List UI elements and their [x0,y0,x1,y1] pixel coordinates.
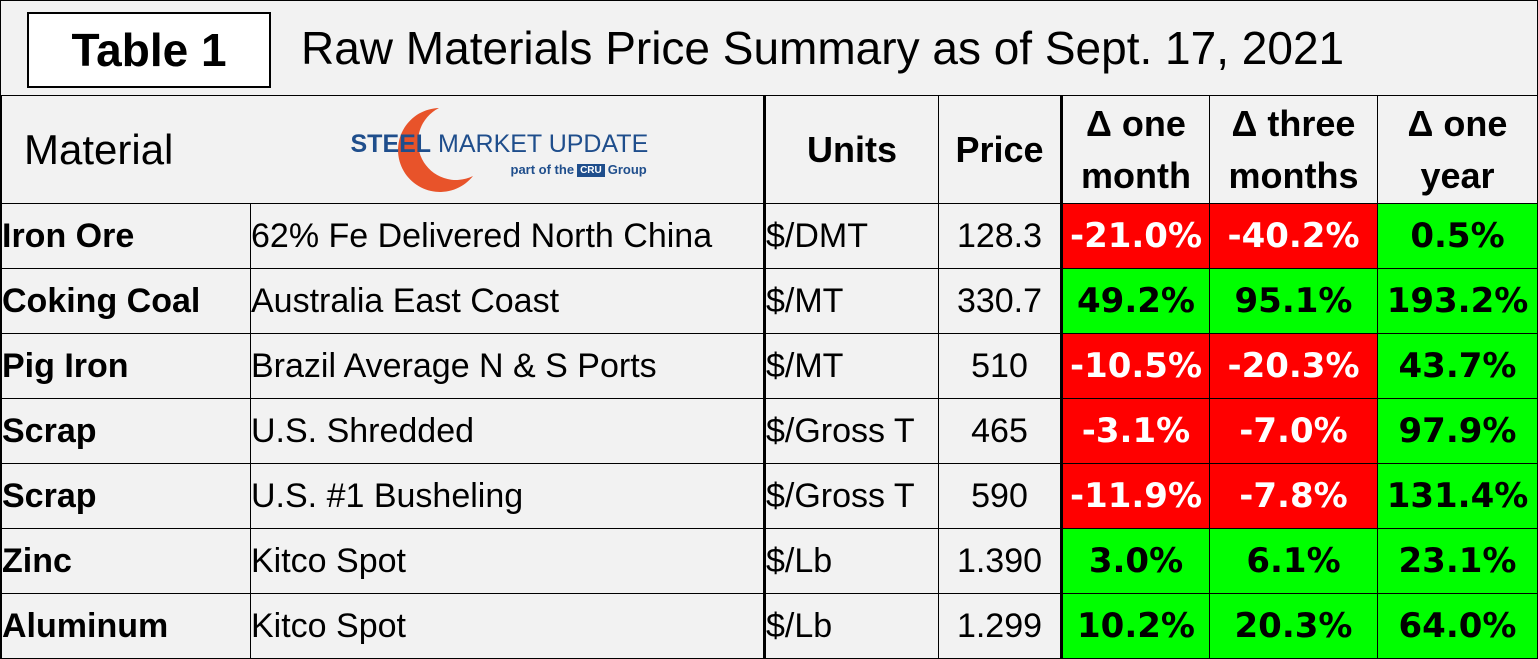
table-row: Iron Ore 62% Fe Delivered North China $/DM… [1,203,1538,269]
units-cell: $/Lb [764,528,939,594]
column-header-three-months-line1: Δ three [1231,102,1356,144]
change-one-year-cell: 43.7% [1377,333,1538,399]
material-cell: Scrap [1,463,251,529]
cru-mark: CRU [577,164,605,178]
column-header-one-year-line1: Δ one [1407,102,1508,144]
column-header-price: Price [938,95,1063,204]
description-cell: U.S. #1 Busheling [250,463,766,529]
price-cell: 330.7 [938,268,1063,334]
material-cell: Coking Coal [1,268,251,334]
price-cell: 1.299 [938,593,1063,659]
change-one-year-cell: 64.0% [1377,593,1538,659]
logo-tagline-pre: part of the [510,162,575,177]
column-header-one-month: Δ one month [1061,95,1210,204]
header-row: Material STEEL MARKET UPDATE part of the… [1,95,1538,204]
table-row: Scrap U.S. Shredded $/Gross T 465 -3.1% -7.0%… [1,398,1538,464]
material-cell: Iron Ore [1,203,251,269]
description-cell: Australia East Coast [250,268,766,334]
units-cell: $/Lb [764,593,939,659]
logo-cell: STEEL MARKET UPDATE part of the CRU Group [250,95,766,204]
change-three-months-cell: 20.3% [1209,593,1378,659]
description-cell: 62% Fe Delivered North China [250,203,766,269]
material-cell: Zinc [1,528,251,594]
change-three-months-cell: -7.0% [1209,398,1378,464]
change-one-month-cell: 10.2% [1061,593,1210,659]
change-one-year-cell: 193.2% [1377,268,1538,334]
column-header-units: Units [764,95,939,204]
table-row: Aluminum Kitco Spot $/Lb 1.299 10.2% 20.3% 64.… [1,593,1538,659]
change-one-month-cell: -3.1% [1061,398,1210,464]
description-cell: Brazil Average N & S Ports [250,333,766,399]
change-one-year-cell: 97.9% [1377,398,1538,464]
logo-swoosh-icon [397,108,473,192]
change-one-month-cell: -21.0% [1061,203,1210,269]
units-cell: $/MT [764,268,939,334]
change-one-month-cell: -11.9% [1061,463,1210,529]
logo-wordmark: STEEL MARKET UPDATE [351,130,649,159]
change-one-month-cell: -10.5% [1061,333,1210,399]
description-cell: Kitco Spot [250,593,766,659]
units-cell: $/Gross T [764,398,939,464]
table-title: Raw Materials Price Summary as of Sept. … [301,22,1345,74]
units-cell: $/MT [764,333,939,399]
price-cell: 590 [938,463,1063,529]
column-header-one-year: Δ one year [1377,95,1538,204]
price-cell: 128.3 [938,203,1063,269]
table-header: Table 1 Raw Materials Price Summary as o… [1,1,1537,95]
price-cell: 510 [938,333,1063,399]
column-header-three-months: Δ three months [1209,95,1378,204]
table-row: Zinc Kitco Spot $/Lb 1.390 3.0% 6.1% 23.1% [1,528,1538,594]
change-three-months-cell: 95.1% [1209,268,1378,334]
column-header-one-month-line2: month [1081,154,1191,196]
material-cell: Scrap [1,398,251,464]
material-cell: Aluminum [1,593,251,659]
price-table: Material STEEL MARKET UPDATE part of the… [1,95,1538,659]
material-cell: Pig Iron [1,333,251,399]
column-header-one-year-line2: year [1420,154,1495,196]
logo-tagline-post: Group [607,162,647,177]
change-one-month-cell: 3.0% [1061,528,1210,594]
column-header-three-months-line2: months [1228,154,1359,196]
logo-tagline: part of the CRU Group [510,162,647,178]
table-row: Pig Iron Brazil Average N & S Ports $/MT 51… [1,333,1538,399]
price-cell: 1.390 [938,528,1063,594]
column-header-material: Material [1,95,251,204]
price-cell: 465 [938,398,1063,464]
change-one-year-cell: 0.5% [1377,203,1538,269]
logo-word-market-update: MARKET UPDATE [438,130,649,158]
change-one-month-cell: 49.2% [1061,268,1210,334]
table-row: Scrap U.S. #1 Busheling $/Gross T 590 -11.9%… [1,463,1538,529]
units-cell: $/DMT [764,203,939,269]
change-three-months-cell: -20.3% [1209,333,1378,399]
units-cell: $/Gross T [764,463,939,529]
description-cell: Kitco Spot [250,528,766,594]
change-three-months-cell: -40.2% [1209,203,1378,269]
change-three-months-cell: 6.1% [1209,528,1378,594]
change-three-months-cell: -7.8% [1209,463,1378,529]
change-one-year-cell: 131.4% [1377,463,1538,529]
steel-market-update-logo: STEEL MARKET UPDATE part of the CRU Group [351,106,671,194]
table-label: Table 1 [27,12,271,88]
table-row: Coking Coal Australia East Coast $/MT 330.7… [1,268,1538,334]
logo-word-steel: STEEL [350,130,432,158]
description-cell: U.S. Shredded [250,398,766,464]
column-header-one-month-line1: Δ one [1086,102,1186,144]
change-one-year-cell: 23.1% [1377,528,1538,594]
